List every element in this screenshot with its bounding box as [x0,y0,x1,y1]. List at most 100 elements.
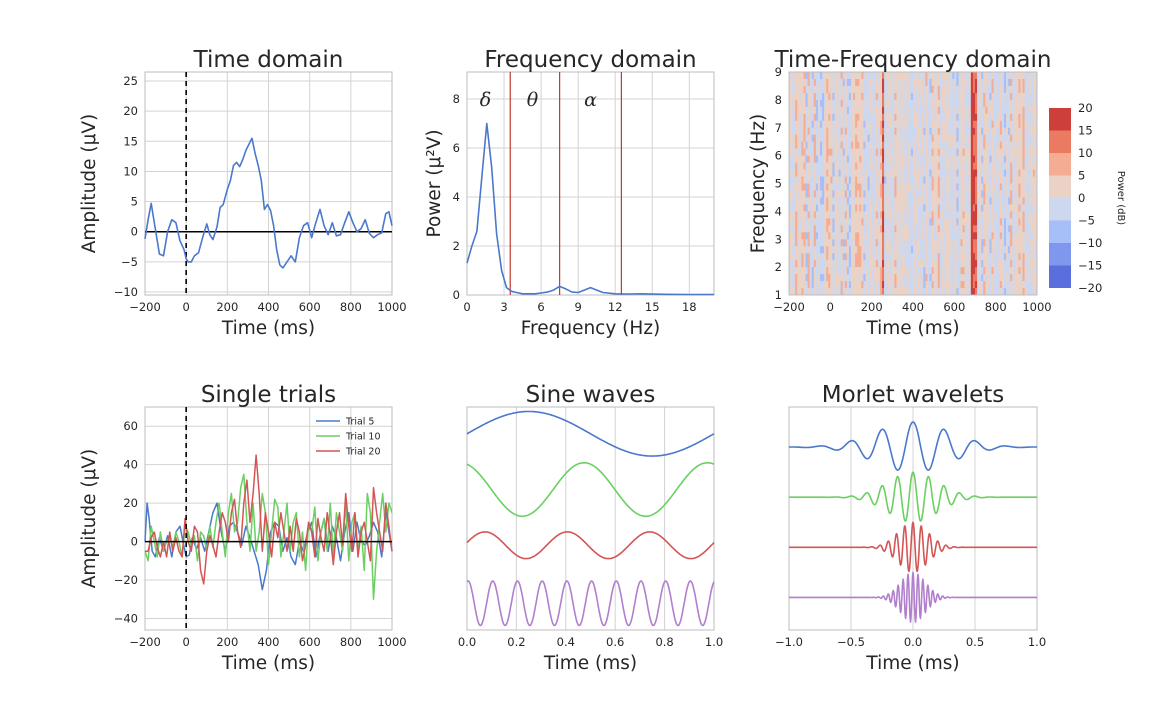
heatmap-cell [944,218,947,226]
heatmap-cell [875,127,879,136]
heatmap-cell [824,253,827,261]
heatmap-cell [1032,85,1036,94]
heatmap-cell [991,204,995,212]
heatmap-cell [972,92,976,101]
heatmap-cell [813,141,817,150]
heatmap-cell [824,176,827,184]
heatmap-cell [882,78,885,87]
heatmap-cell [1018,218,1021,226]
heatmap-cell [941,155,945,164]
heatmap-cell [975,190,978,198]
heatmap-cell [915,92,918,101]
heatmap-cell [908,85,912,94]
heatmap-cell [1022,274,1026,282]
x-tick-label: 0.4 [557,635,575,649]
heatmap-cell [832,253,835,261]
heatmap-cell [857,253,860,261]
heatmap-cell [985,183,988,191]
heatmap-cell [842,148,846,157]
heatmap-cell [828,190,831,198]
heatmap-cell [797,155,800,164]
heatmap-cell [890,267,893,275]
heatmap-cell [933,253,937,261]
y-tick-label: 9 [775,65,782,79]
heatmap-cell [859,162,862,171]
heatmap-cell [851,127,854,136]
heatmap-cell [1028,134,1032,143]
heatmap-cell [991,260,995,268]
heatmap-cell [972,253,976,261]
heatmap-cell [981,288,984,296]
heatmap-cell [1026,197,1030,205]
heatmap-cell [915,218,918,226]
heatmap-cell [979,120,982,129]
heatmap-cell [954,169,957,178]
heatmap-cell [900,281,904,289]
heatmap-cell [983,134,986,143]
heatmap-cell [1030,134,1034,143]
heatmap-cell [989,204,993,212]
heatmap-cell [962,218,966,226]
heatmap-cell [1022,148,1026,157]
heatmap-cell [900,155,904,164]
heatmap-cell [873,190,877,198]
heatmap-cell [985,78,988,87]
heatmap-cell [807,253,811,261]
heatmap-cell [921,274,924,282]
heatmap-cell [941,148,945,157]
heatmap-cell [985,288,988,296]
heatmap-cell [904,155,908,164]
heatmap-cell [960,85,964,94]
heatmap-cell [948,99,951,108]
heatmap-cell [898,218,902,226]
heatmap-cell [811,211,815,219]
heatmap-cell [935,127,939,136]
heatmap-cell [803,155,807,164]
heatmap-cell [803,120,807,129]
heatmap-cell [859,141,862,150]
heatmap-cell [846,127,850,136]
heatmap-cell [898,211,902,219]
heatmap-cell [985,134,988,143]
heatmap-cell [1010,72,1013,80]
heatmap-cell [791,232,794,240]
heatmap-cell [888,211,891,219]
heatmap-cell [822,113,825,122]
heatmap-cell [836,85,840,94]
heatmap-cell [1012,148,1015,157]
heatmap-cell [836,239,840,247]
heatmap-cell [848,148,852,157]
heatmap-cell [931,127,935,136]
heatmap-cell [871,134,875,143]
heatmap-cell [944,204,947,212]
heatmap-cell [1016,204,1019,212]
heatmap-cell [935,99,939,108]
heatmap-cell [838,197,842,205]
heatmap-cell [962,72,966,80]
colorbar-swatch [1049,198,1071,221]
heatmap-cell [871,204,875,212]
heatmap-cell [908,211,912,219]
heatmap-cell [865,274,869,282]
heatmap-cell [948,211,951,219]
heatmap-cell [813,99,817,108]
heatmap-cell [865,211,869,219]
heatmap-cell [892,113,895,122]
heatmap-cell [948,274,951,282]
heatmap-cell [946,148,949,157]
heatmap-cell [896,267,900,275]
heatmap-cell [791,260,794,268]
heatmap-cell [863,232,866,240]
heatmap-cell [809,190,813,198]
heatmap-cell [820,281,823,289]
heatmap-cell [865,204,869,212]
heatmap-cell [950,225,953,233]
heatmap-cell [822,260,825,268]
heatmap-cell [1016,72,1019,80]
y-tick-label: 7 [775,121,782,135]
heatmap-cell [946,183,949,191]
heatmap-cell [935,288,939,296]
heatmap-cell [789,183,792,191]
x-tick-label: 0.0 [904,635,922,649]
heatmap-cell [960,218,964,226]
